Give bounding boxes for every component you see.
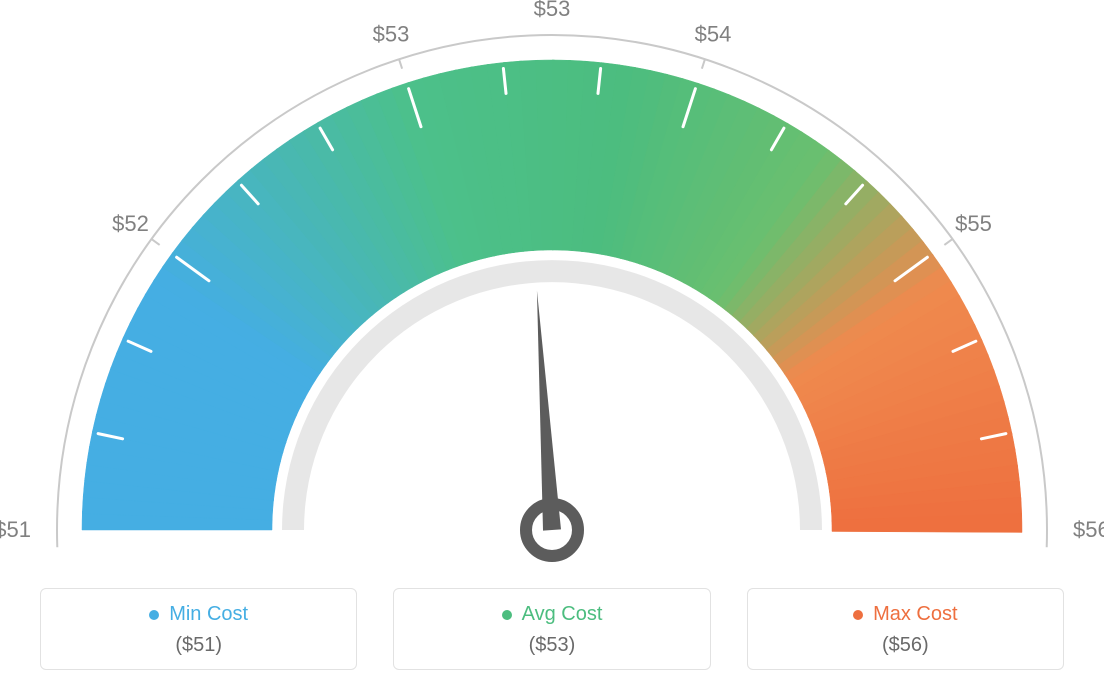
cost-gauge-container: $51 $52 $53 $53 $54 $55 $56 Min Cost ($51) Avg… bbox=[0, 0, 1104, 690]
legend-value-max: ($56) bbox=[758, 634, 1053, 657]
legend-card-avg: Avg Cost ($53) bbox=[393, 588, 710, 670]
legend-card-min: Min Cost ($51) bbox=[40, 588, 357, 670]
dot-icon bbox=[853, 610, 863, 620]
dot-icon bbox=[502, 610, 512, 620]
tick-label: $52 bbox=[112, 211, 149, 236]
gauge-needle bbox=[537, 290, 561, 530]
legend-row: Min Cost ($51) Avg Cost ($53) Max Cost (… bbox=[0, 588, 1104, 670]
gauge-chart: $51 $52 $53 $53 $54 $55 $56 bbox=[0, 0, 1104, 570]
tick-label: $55 bbox=[955, 211, 992, 236]
tick-label: $53 bbox=[534, 0, 571, 21]
legend-label-max: Max Cost bbox=[873, 603, 957, 626]
legend-label-min: Min Cost bbox=[169, 603, 248, 626]
tick-label: $54 bbox=[695, 21, 732, 46]
legend-value-avg: ($53) bbox=[404, 634, 699, 657]
legend-card-max: Max Cost ($56) bbox=[747, 588, 1064, 670]
legend-value-min: ($51) bbox=[51, 634, 346, 657]
tick-label: $53 bbox=[373, 21, 410, 46]
legend-label-avg: Avg Cost bbox=[522, 603, 603, 626]
tick-label: $56 bbox=[1073, 517, 1104, 542]
tick-label: $51 bbox=[0, 517, 31, 542]
dot-icon bbox=[149, 610, 159, 620]
